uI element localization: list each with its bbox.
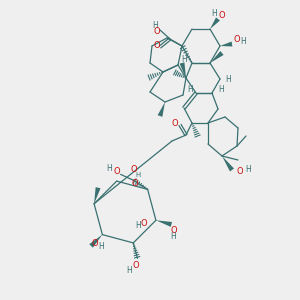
Text: H: H bbox=[211, 8, 217, 17]
Text: H: H bbox=[181, 56, 187, 64]
Text: H: H bbox=[218, 85, 224, 94]
Text: O: O bbox=[92, 239, 98, 248]
Polygon shape bbox=[180, 62, 186, 78]
Text: O: O bbox=[237, 167, 243, 176]
Text: O: O bbox=[172, 118, 178, 127]
Text: H: H bbox=[135, 221, 141, 230]
Text: H: H bbox=[98, 242, 104, 251]
Text: O: O bbox=[154, 41, 160, 50]
Text: O: O bbox=[132, 261, 139, 270]
Text: H: H bbox=[127, 266, 132, 275]
Text: O: O bbox=[113, 167, 120, 176]
Text: O: O bbox=[219, 11, 225, 20]
Text: H: H bbox=[170, 232, 176, 241]
Polygon shape bbox=[210, 17, 220, 29]
Text: H: H bbox=[135, 172, 140, 178]
Polygon shape bbox=[158, 102, 165, 117]
Text: H: H bbox=[152, 22, 158, 31]
Text: O: O bbox=[154, 28, 160, 37]
Text: H: H bbox=[240, 38, 246, 46]
Text: O: O bbox=[131, 165, 137, 174]
Polygon shape bbox=[89, 235, 102, 248]
Text: H: H bbox=[106, 164, 112, 173]
Polygon shape bbox=[222, 156, 234, 172]
Polygon shape bbox=[156, 220, 172, 227]
Text: H: H bbox=[187, 85, 193, 94]
Text: O: O bbox=[170, 226, 177, 235]
Polygon shape bbox=[94, 187, 101, 204]
Text: H: H bbox=[245, 164, 251, 173]
Text: O: O bbox=[132, 179, 139, 188]
Polygon shape bbox=[220, 41, 233, 46]
Text: O: O bbox=[234, 35, 240, 44]
Text: O: O bbox=[141, 219, 147, 228]
Polygon shape bbox=[210, 51, 224, 63]
Text: H: H bbox=[225, 74, 231, 83]
